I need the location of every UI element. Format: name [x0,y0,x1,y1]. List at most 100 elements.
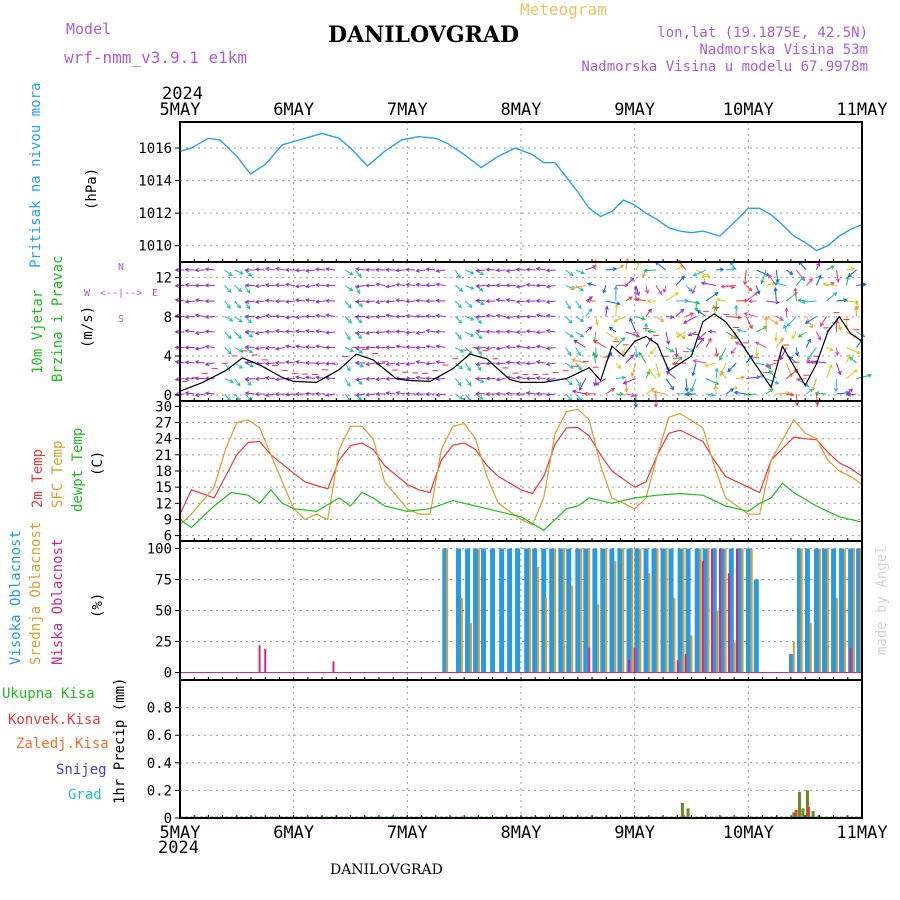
wind-arrow [695,337,705,348]
wind-arrow [765,316,779,325]
compass-e: E [152,288,159,299]
wind-arrow-head [740,375,746,380]
wind-arrow-head [478,350,483,355]
wind-arrow [475,331,483,339]
wind-arrow [496,299,506,302]
wind-arrow-head [264,392,270,398]
wind-arrow [625,393,635,397]
wind-arrow-head [797,333,803,338]
wind-arrow [780,347,787,360]
wind-arrow [224,347,232,355]
wind-arrow [719,347,727,361]
wind-arrow [255,285,265,287]
precip-bar [682,815,686,818]
wind-arrow [234,378,241,387]
wind-arrow [526,268,536,271]
wind-arrow [836,299,847,302]
wind-arrow [454,300,462,309]
precip-bar [817,815,821,818]
wind-arrow [315,330,326,333]
wind-arrow [746,393,757,396]
wind-arrow [746,376,761,379]
wind-arrow-head [767,365,772,370]
wind-arrow [366,362,376,366]
wind-arrow [856,331,865,338]
wind-arrow-head [568,319,573,324]
wind-arrow-head [635,333,641,338]
wind-arrow [575,316,584,322]
wind-arrow-head [786,322,791,327]
wind-arrow-head [395,298,400,303]
wind-arrow-head [850,266,856,271]
wind-arrow-head [674,353,679,358]
wind-arrow-head [665,370,671,375]
cloud-bar [609,548,615,673]
wind-arrow [615,362,621,369]
wind-arrow-head [545,377,551,382]
cloud-bar [849,647,852,673]
wind-arrow-head [695,300,701,305]
wind-arrow [436,361,446,364]
wind-arrow [476,392,486,395]
wind-arrow [255,268,265,271]
cloud-bar [839,548,845,673]
wind-arrow-head [585,298,591,303]
time-label-top: 10MAY [723,100,774,120]
wind-arrow-head [435,360,440,365]
wind-arrow [386,362,396,366]
wind-arrow-head [194,330,200,336]
time-label-bottom: 10MAY [723,823,774,843]
wind-arrow [716,268,724,271]
wind-arrow [536,361,546,364]
cloud-bar [580,548,583,673]
wind-arrow-head [658,290,662,296]
cloud-bar [716,610,719,673]
wind-ytick-label: 0 [164,388,172,404]
wind-arrow-head [797,298,802,303]
wind-arrow-head [358,349,363,354]
wind-arrow [625,296,633,302]
wind-arrow-head [284,282,290,287]
compass-axis: <--|--> [100,288,143,299]
precip-bar [792,812,796,818]
cloud-bar [537,567,540,673]
cloud-bar [753,579,759,673]
wind-arrow-head [254,267,260,272]
wind-arrow [736,299,748,302]
wind-arrow-head [675,333,681,338]
wind-arrow [195,299,205,302]
wind-arrow-head [854,305,859,311]
wind-arrow [727,362,737,372]
wind-arrow [454,378,462,386]
pressure-ytick-label: 1010 [138,239,172,255]
temperature-ytick-label: 18 [155,464,172,480]
wind-arrow [376,378,386,380]
wind-arrow-head [815,401,820,407]
wind-arrow [356,300,366,303]
wind-arrow [255,331,265,334]
wind-arrow-head [347,304,352,309]
wind-arrow-head [754,352,760,357]
wind-arrow-head [247,272,253,277]
wind-arrow-head [264,313,270,318]
wind-arrow-head [734,341,740,346]
wind-arrow-head [294,284,300,289]
wind-arrow-head [229,317,234,322]
lonlat-label: lon,lat (19.1875E, 42.5N) [657,25,868,41]
wind-arrow-head [833,292,838,297]
wind-arrow-head [745,392,750,397]
cloud-bar [676,660,679,673]
wind-arrow-head [246,289,251,294]
wind-arrow-head [194,283,199,288]
wind-arrow [496,347,506,350]
wind-arrow [344,316,352,324]
wind-arrow-head [594,381,600,386]
wind-arrow [224,316,233,322]
wind-arrow-head [579,287,584,292]
wind-arrow-head [748,287,753,292]
wind-arrow-head [435,344,440,349]
wind-arrow-head [495,268,500,273]
wind-arrow-head [284,360,290,365]
wind-arrow [835,269,839,282]
wind-arrow [593,352,597,364]
